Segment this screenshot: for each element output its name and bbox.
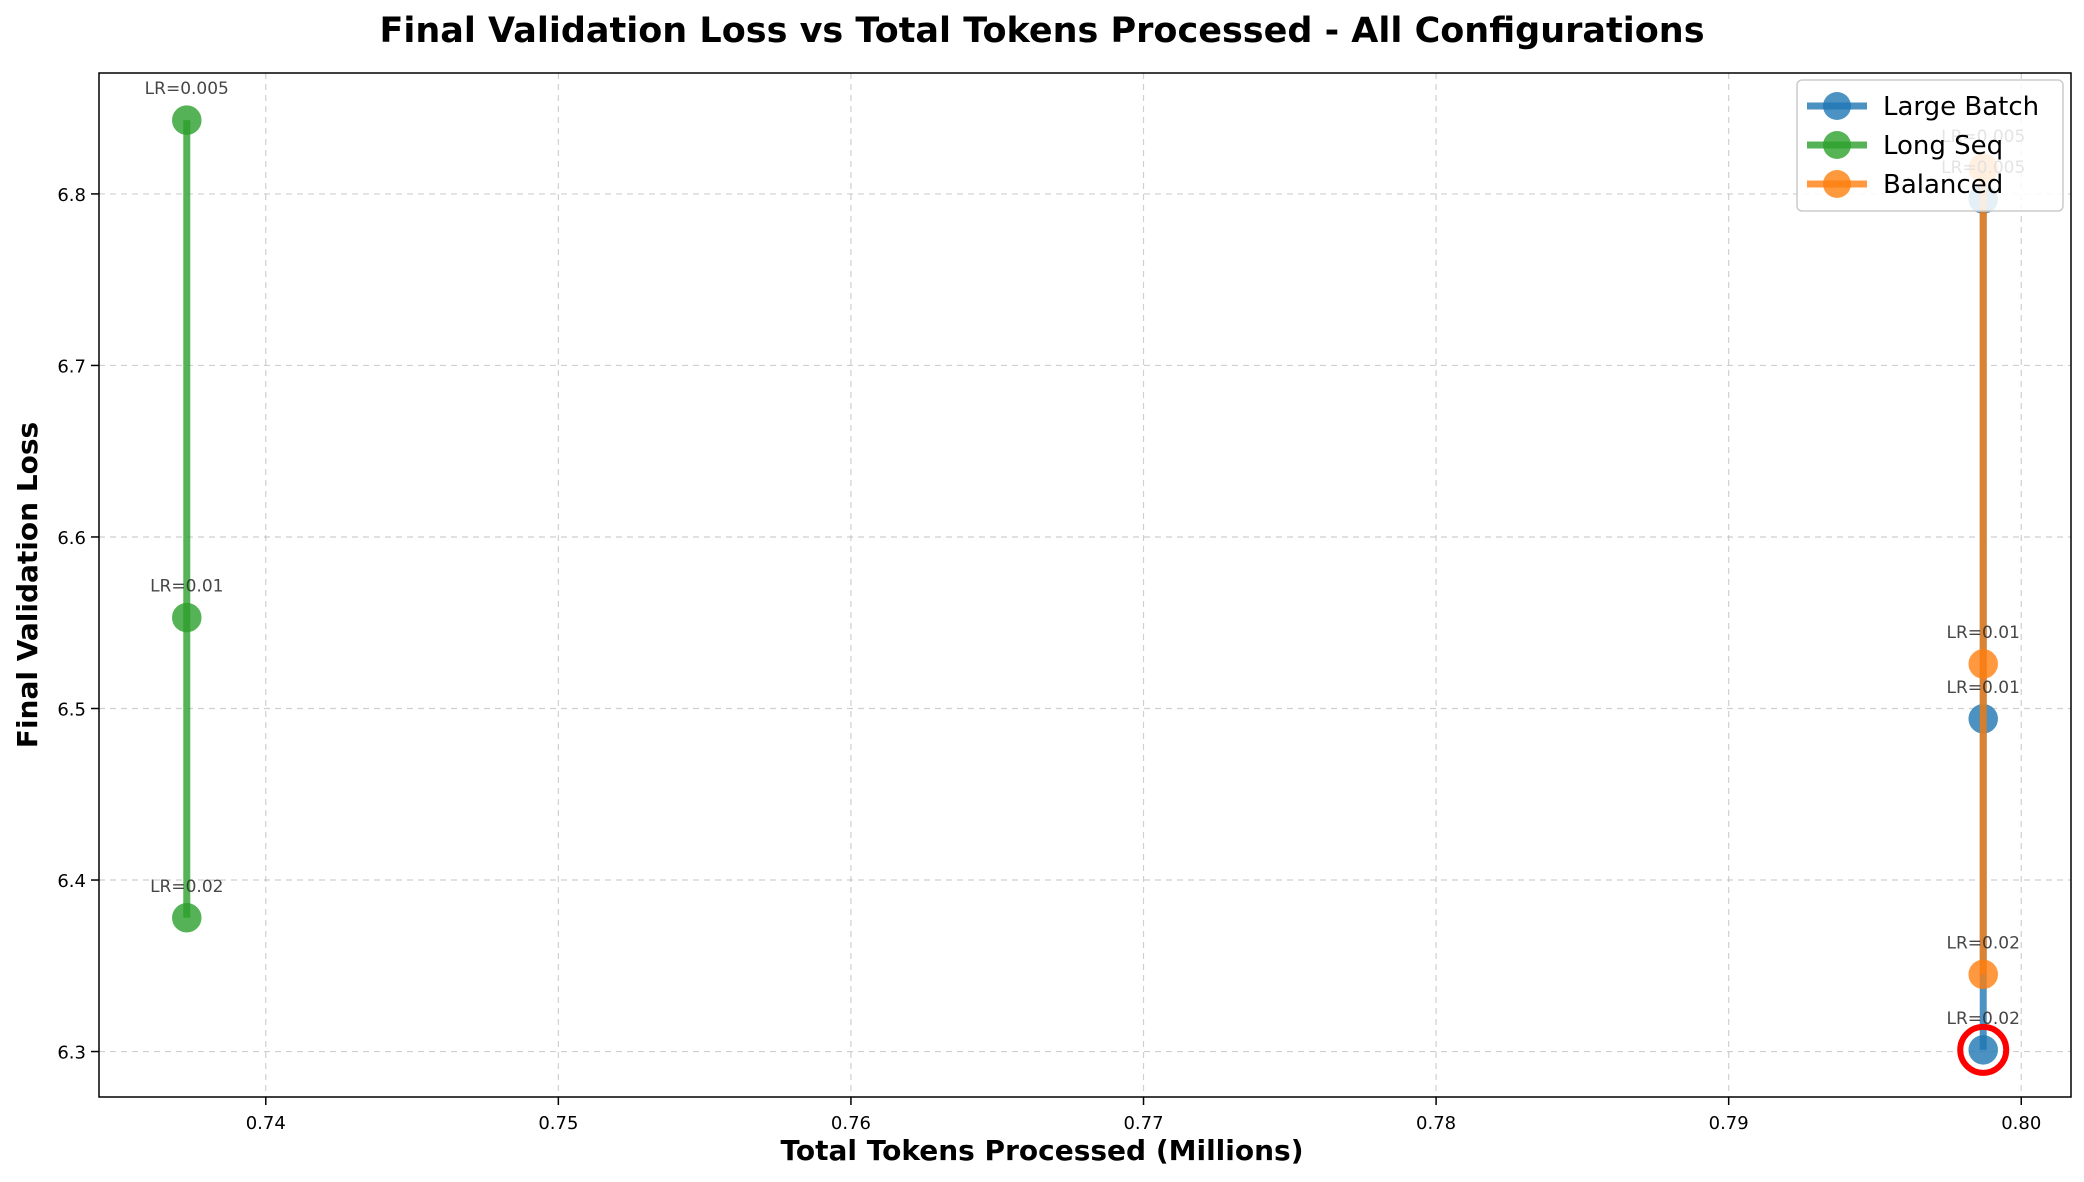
point-label: LR=0.02 (1947, 933, 2020, 953)
y-axis-label: Final Validation Loss (11, 422, 44, 748)
x-axis-label: Total Tokens Processed (Millions) (780, 1134, 1303, 1167)
point-label: LR=0.005 (145, 79, 229, 99)
plot-frame (98, 72, 2072, 1098)
legend-label: Large Batch (1883, 92, 2039, 122)
plot-area (172, 105, 2010, 1076)
data-point (172, 903, 202, 933)
legend-item: Long Seq (1807, 131, 2003, 161)
legend-label: Balanced (1883, 170, 2003, 200)
point-label: LR=0.01 (150, 577, 223, 597)
legend-item: Large Batch (1807, 92, 2039, 122)
legend-label: Long Seq (1883, 131, 2003, 161)
y-tick-label: 6.5 (57, 699, 86, 720)
y-tick-label: 6.6 (57, 528, 86, 549)
point-label: LR=0.02 (150, 877, 223, 897)
highlight-layer (1957, 1023, 2010, 1076)
y-tick-label: 6.3 (57, 1043, 86, 1064)
point-label: LR=0.01 (1947, 678, 2020, 698)
best-point-highlight (1957, 1023, 2010, 1076)
point-label: LR=0.02 (1947, 1009, 2020, 1029)
tick-layer: 0.74 0.75 0.76 0.77 0.78 0.79 0.80 6.3 6.4 6.5 6.6… (57, 185, 2041, 1134)
x-tick-label: 0.77 (1123, 1113, 1163, 1134)
legend-item: Balanced (1807, 170, 2003, 200)
legend-marker (1823, 131, 1851, 159)
series-layer (172, 105, 1998, 1065)
data-point (1968, 1035, 1998, 1065)
data-point (1968, 649, 1998, 679)
data-point (172, 105, 202, 135)
x-tick-label: 0.80 (2001, 1113, 2041, 1134)
annotation-layer: LR=0.005LR=0.01LR=0.02LR=0.005LR=0.01LR=… (145, 79, 2026, 1029)
series-long-seq (172, 105, 202, 933)
x-tick-label: 0.75 (538, 1113, 578, 1134)
x-tick-label: 0.78 (1416, 1113, 1456, 1134)
data-point (172, 602, 202, 633)
legend-marker (1823, 170, 1851, 198)
data-point (1968, 959, 1998, 990)
chart-title: Final Validation Loss vs Total Tokens Pr… (379, 11, 1704, 51)
y-tick-label: 6.4 (57, 871, 86, 892)
legend-marker (1823, 92, 1851, 120)
point-label: LR=0.01 (1947, 623, 2020, 643)
y-tick-label: 6.7 (57, 356, 86, 377)
y-tick-label: 6.8 (57, 185, 86, 206)
legend-box (1796, 79, 2064, 212)
x-tick-label: 0.79 (1709, 1113, 1749, 1134)
x-tick-label: 0.76 (831, 1113, 871, 1134)
legend: Large Batch Long Seq Balanced (1796, 79, 2064, 212)
grid-layer (99, 73, 2071, 1097)
series-balanced (1968, 153, 1998, 990)
x-tick-label: 0.74 (246, 1113, 286, 1134)
